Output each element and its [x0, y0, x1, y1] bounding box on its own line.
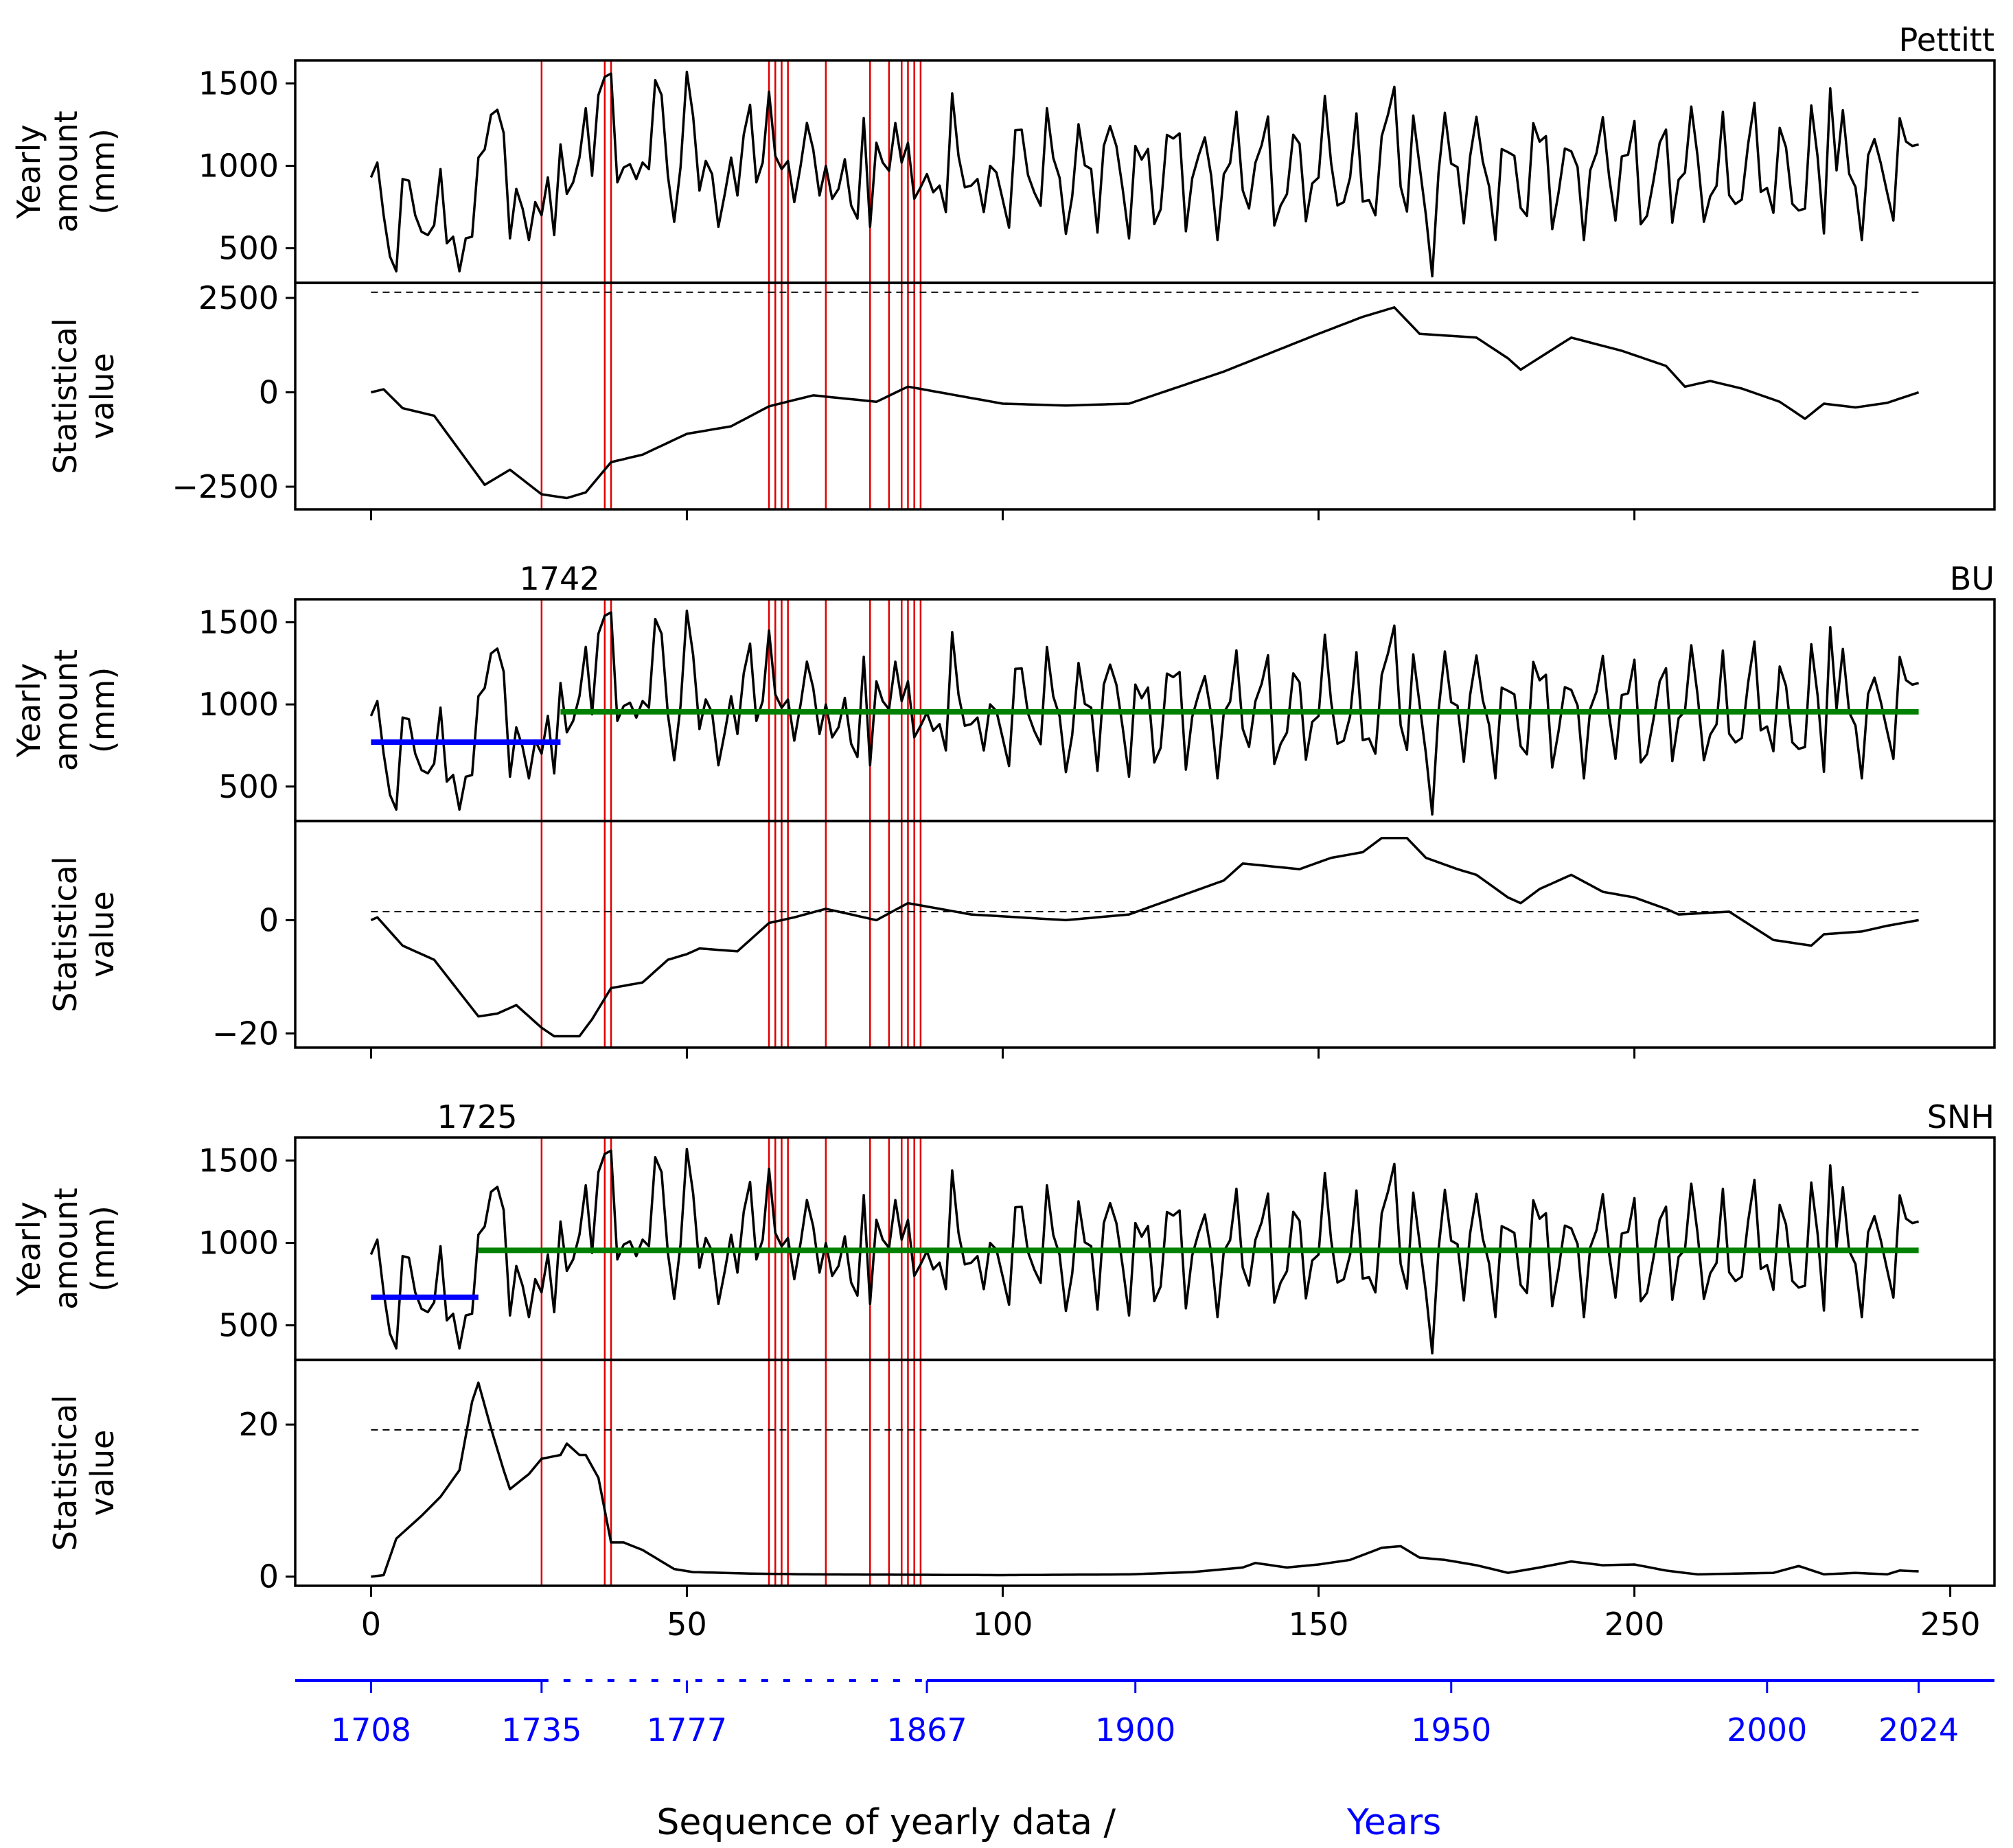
y-tick-label: −2500 [172, 468, 279, 505]
y-tick-label: 1500 [198, 603, 279, 640]
y-tick-label: 0 [259, 1558, 279, 1595]
precip-y-label: Yearly amount (mm) [10, 1188, 122, 1310]
stat-line [370, 837, 1919, 1038]
y-tick-label: 500 [218, 768, 279, 805]
x-axis-label: Sequence of yearly data / [656, 1802, 1116, 1843]
x-tick-label: 200 [1604, 1606, 1665, 1643]
stat-axes-frame [294, 820, 1996, 1049]
y-tick-label: 500 [218, 1307, 279, 1344]
panel-pettitt: 500 1000 1500 −2500 0 2500 Yearly amount (mm) Sta… [10, 21, 1996, 520]
year-axis: 1708 1735 1777 1867 1900 1950 2000 2024 [295, 1679, 1994, 1748]
y-axis-label-line: Statistical [47, 1395, 84, 1551]
panel-bu: 500 1000 1500 −20 0 Yearly amount (mm) Statistic… [10, 560, 1996, 1059]
y-axis-label-line: amount [47, 111, 84, 233]
panel-title: BU [1950, 560, 1994, 597]
y-axis-label-line: Yearly [10, 1201, 47, 1296]
x-tick-label: 50 [667, 1606, 707, 1643]
year-tick-label: 1900 [1095, 1711, 1175, 1748]
precip-y-label: Yearly amount (mm) [10, 111, 122, 233]
y-tick-label: 1500 [198, 65, 279, 102]
y-axis-label-line: (mm) [84, 1205, 122, 1292]
y-axis-label-line: amount [47, 1188, 84, 1310]
precip-line [369, 71, 1920, 278]
change-year-label: 1742 [519, 560, 599, 597]
year-tick-label: 2000 [1727, 1711, 1807, 1748]
stat-y-label: Statistical value [47, 1395, 121, 1551]
y-tick-label: 20 [238, 1406, 279, 1443]
panel-title: Pettitt [1899, 21, 1994, 58]
x-tick-label: 150 [1289, 1606, 1349, 1643]
year-tick-label: 1735 [501, 1711, 582, 1748]
stat-line [371, 1381, 1919, 1578]
x-tick-label: 100 [973, 1606, 1033, 1643]
precip-line [369, 609, 1920, 816]
y-axis-label-line: (mm) [84, 667, 122, 754]
y-tick-label: 1000 [198, 148, 279, 185]
stat-line [370, 306, 1920, 500]
y-axis-label-line: Statistical [47, 318, 84, 474]
y-axis-label-line: value [84, 891, 121, 978]
panel-title: SNH [1927, 1098, 1994, 1135]
year-tick-label: 2024 [1878, 1711, 1959, 1748]
x-axis-label-years: Years [1346, 1802, 1441, 1843]
y-axis-label-line: Yearly [10, 663, 47, 758]
y-tick-label: −20 [212, 1015, 279, 1052]
stat-y-label: Statistical value [47, 856, 121, 1012]
panel-snh: 500 1000 1500 0 20 Yearly amount (mm) Statistica… [10, 1098, 1996, 1595]
y-axis-label-line: Statistical [47, 856, 84, 1012]
y-axis-label-line: (mm) [84, 128, 122, 215]
stat-axes-frame [294, 281, 1996, 511]
change-year-label: 1725 [437, 1098, 517, 1135]
year-tick-label: 1777 [647, 1711, 727, 1748]
precip-axes-frame [294, 59, 1996, 284]
y-axis-label-line: value [84, 1430, 121, 1516]
year-tick-label: 1950 [1411, 1711, 1491, 1748]
stat-axes-frame [294, 1359, 1996, 1587]
y-tick-label: 1500 [198, 1142, 279, 1179]
y-tick-label: 0 [259, 374, 279, 411]
x-tick-label: 250 [1920, 1606, 1981, 1643]
precip-line [369, 1148, 1920, 1355]
y-tick-label: 1000 [198, 1225, 279, 1262]
x-tick-label: 0 [361, 1606, 381, 1643]
y-tick-label: 1000 [198, 686, 279, 723]
precip-y-label: Yearly amount (mm) [10, 649, 122, 772]
y-tick-label: 0 [259, 901, 279, 938]
year-tick-label: 1708 [331, 1711, 411, 1748]
year-tick-label: 1867 [887, 1711, 967, 1748]
stat-y-label: Statistical value [47, 318, 121, 474]
x-axis: 0 50 100 150 200 250 [361, 1586, 1981, 1643]
y-axis-label-line: value [84, 353, 121, 439]
y-tick-label: 2500 [198, 279, 279, 316]
y-axis-label-line: amount [47, 649, 84, 772]
y-tick-label: 500 [218, 230, 279, 267]
y-axis-label-line: Yearly [10, 124, 47, 219]
